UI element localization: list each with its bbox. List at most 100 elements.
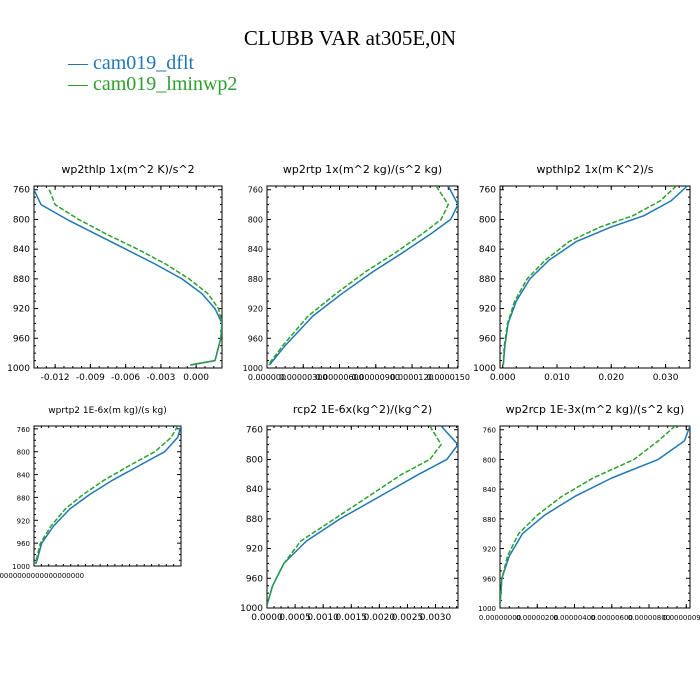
y-tick-label: 840 — [17, 472, 30, 480]
y-tick-label: 760 — [483, 427, 496, 435]
x-tick-label: 0.0015 — [336, 613, 368, 623]
y-tick-label: 880 — [13, 275, 30, 285]
x-tick-label: 0.020 — [598, 373, 624, 383]
y-tick-label: 960 — [248, 334, 263, 343]
y-tick-label: 960 — [13, 334, 30, 344]
x-tick-label: 0.000000999 — [663, 614, 700, 622]
plot-frame — [499, 185, 691, 369]
y-tick-label: 920 — [248, 305, 263, 314]
x-tick-label: 0.0010 — [307, 613, 339, 623]
y-tick-label: 960 — [483, 575, 496, 583]
series-line-cam019_lminwp2 — [34, 426, 179, 564]
figure-title: CLUBB VAR at305E,0N — [243, 26, 457, 50]
subplot-1: wp2rtp 1x(m^2 kg)/(s^2 kg) 760 800 840 880 92… — [243, 163, 470, 382]
y-tick-label: 1000 — [478, 605, 496, 613]
y-tick-label: 800 — [248, 215, 263, 224]
y-tick-label: 1000 — [240, 604, 263, 614]
subplot-0: wp2thlp 1x(m^2 K)/s^2 760 800 840 880 920 960 1… — [7, 163, 223, 383]
plot-frame — [266, 425, 459, 609]
subplot-title: wp2thlp 1x(m^2 K)/s^2 — [61, 163, 194, 176]
y-tick-label: 920 — [13, 305, 30, 315]
x-tick-label: 0.000000 — [248, 373, 286, 382]
subplot-2: wpthlp2 1x(m K^2)/s 760 800 840 880 920 960 100… — [473, 163, 691, 383]
series-line-cam019_lminwp2 — [48, 189, 222, 366]
subplot-title: wpthlp2 1x(m K^2)/s — [537, 163, 654, 176]
plot-frame — [33, 425, 182, 567]
legend-entry-label: cam019_dflt — [93, 52, 195, 74]
x-tick-label: 0.0020 — [364, 613, 396, 623]
x-tick-label: 0.00000900 — [352, 373, 400, 382]
y-tick-label: 760 — [246, 426, 263, 436]
legend-line-icon: — — [68, 73, 93, 95]
series-line-cam019_dflt — [267, 426, 458, 606]
y-tick-label: 880 — [483, 516, 496, 524]
y-tick-label: 880 — [479, 275, 496, 285]
subplot-4: rcp2 1E-6x(kg^2)/(kg^2) 760 800 840 880 920 96… — [240, 403, 459, 623]
y-tick-label: 800 — [17, 449, 30, 457]
y-tick-label: 920 — [479, 305, 496, 315]
series-line-cam019_lminwp2 — [267, 186, 450, 366]
y-tick-label: 960 — [479, 334, 496, 344]
y-tick-label: 800 — [246, 455, 263, 465]
x-tick-label: -0.003 — [146, 373, 175, 383]
y-tick-label: 840 — [483, 486, 496, 494]
legend-entry-1: — cam019_lminwp2 — [68, 73, 237, 95]
y-tick-label: 880 — [246, 515, 263, 525]
x-tick-label: 0.0025 — [392, 613, 424, 623]
y-tick-label: 920 — [483, 546, 496, 554]
series-line-cam019_dflt — [35, 426, 181, 564]
y-tick-label: 1000 — [7, 364, 30, 374]
y-tick-label: 760 — [17, 426, 30, 434]
x-tick-label: 0.030 — [653, 373, 679, 383]
x-tick-label: 0.0005 — [279, 613, 311, 623]
x-tick-label: 0.00000200 — [516, 614, 558, 622]
plot-frame — [499, 425, 691, 609]
x-tick-label: 0.00000800 — [628, 614, 670, 622]
x-tick-label: 0.0030 — [420, 613, 452, 623]
series-line-cam019_lminwp2 — [500, 426, 676, 606]
y-tick-label: 840 — [13, 245, 30, 255]
y-tick-label: 960 — [17, 540, 30, 548]
x-tick-label: 0.0000 — [251, 613, 283, 623]
subplot-5: wp2rcp 1E-3x(m^2 kg)/(s^2 kg) 760 800 840 88… — [478, 403, 700, 622]
legend-line-icon: — — [68, 52, 93, 74]
y-tick-label: 800 — [13, 215, 30, 225]
y-tick-label: 880 — [17, 494, 30, 502]
y-tick-label: 840 — [246, 485, 263, 495]
y-tick-label: 920 — [246, 545, 263, 555]
legend-entry-0: — cam019_dflt — [68, 52, 194, 74]
x-tick-label: 0.0000150 — [427, 373, 470, 382]
series-line-cam019_dflt — [34, 189, 222, 366]
plot-frame — [266, 185, 459, 369]
y-tick-label: 1000 — [12, 563, 30, 571]
series-line-cam019_dflt — [268, 186, 458, 366]
x-tick-label: 0.000 — [490, 373, 516, 383]
subplot-title: wprtp2 1E-6x(m kg)/(s kg) — [48, 406, 166, 416]
x-tick-label: 0.00000000 — [479, 614, 521, 622]
series-line-cam019_lminwp2 — [502, 186, 677, 366]
y-tick-label: 760 — [13, 186, 30, 196]
y-tick-label: 760 — [248, 186, 263, 195]
y-tick-label: 800 — [479, 215, 496, 225]
y-tick-label: 800 — [483, 456, 496, 464]
subplot-3: wprtp2 1E-6x(m kg)/(s kg) 760 800 840 880 920… — [0, 406, 182, 580]
y-tick-label: 760 — [479, 186, 496, 196]
x-tick-label: -0.006 — [111, 373, 140, 383]
x-tick-label: 0.000 — [183, 373, 209, 383]
y-tick-label: 840 — [248, 245, 263, 254]
x-tick-label: -0.012 — [41, 373, 70, 383]
subplot-title: wp2rcp 1E-3x(m^2 kg)/(s^2 kg) — [506, 403, 685, 416]
series-line-cam019_dflt — [502, 186, 688, 366]
x-tick-label: 0.00000600 — [315, 373, 363, 382]
y-tick-label: 1000 — [243, 364, 263, 373]
legend-entry-label: cam019_lminwp2 — [93, 73, 238, 95]
series-line-cam019_dflt — [500, 426, 690, 606]
y-tick-label: 1000 — [473, 364, 496, 374]
subplot-title: wp2rtp 1x(m^2 kg)/(s^2 kg) — [283, 163, 442, 176]
series-line-cam019_lminwp2 — [267, 426, 442, 606]
plot-frame — [33, 185, 223, 369]
x-tick-label: 0.00000400 — [553, 614, 595, 622]
x-tick-label: 0.0000120 — [390, 373, 433, 382]
y-tick-label: 960 — [246, 574, 263, 584]
